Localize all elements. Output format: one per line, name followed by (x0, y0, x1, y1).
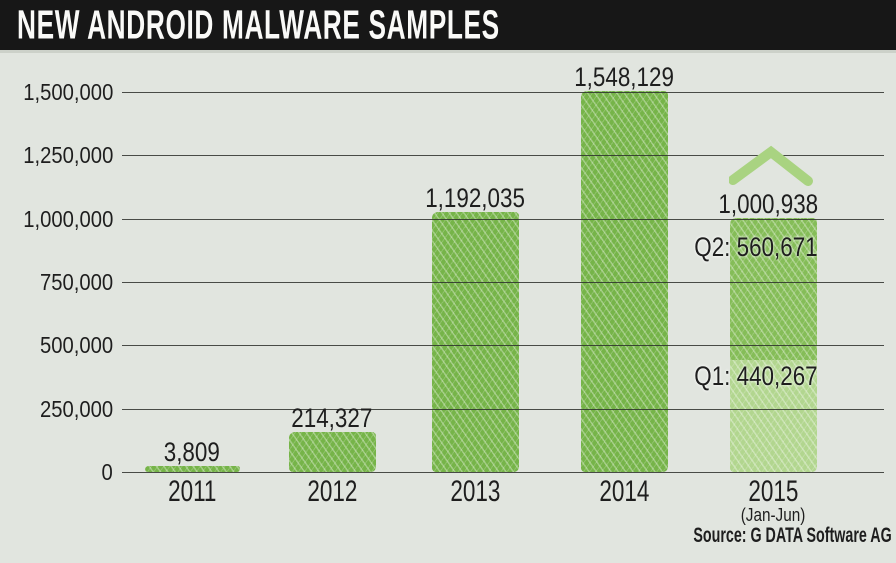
y-axis-tick-label: 1,250,000 (0, 142, 113, 168)
bar-value-label-2015: 1,000,938 (698, 190, 818, 218)
bar-value-label-2015-text: 1,000,938 (718, 189, 818, 219)
bar-2012 (288, 432, 376, 472)
x-axis-label-2012-text: 2012 (306, 475, 358, 508)
page-title: NEW ANDROID MALWARE SAMPLES (17, 1, 500, 48)
bar-value-label-2011: 3,809 (92, 438, 292, 466)
bar-value-label-2012: 214,327 (232, 404, 432, 432)
gridline-750000 (122, 281, 884, 283)
gridline-0 (122, 471, 884, 473)
gridline-250000 (122, 408, 884, 410)
bar-value-label-2013-text: 1,192,035 (425, 183, 525, 213)
y-axis-tick-label-text: 0 (101, 459, 113, 485)
chevron-up-icon (729, 145, 813, 186)
y-axis-tick-label-text: 1,500,000 (22, 79, 113, 105)
bar-2011 (144, 466, 240, 472)
bar-2015-segment-q2 (729, 218, 817, 360)
segment-label-q2: Q2: 560,671 (669, 233, 818, 261)
bar-2015 (729, 218, 817, 472)
x-axis-label-2012: 2012 (272, 477, 392, 507)
x-axis-label-2014: 2014 (564, 477, 684, 507)
segment-label-q1: Q1: 440,267 (669, 362, 818, 390)
y-axis-tick-label-text: 250,000 (39, 396, 113, 422)
x-axis-label-2011: 2011 (132, 477, 252, 507)
y-axis-tick-label: 500,000 (0, 332, 113, 358)
y-axis-tick-label: 750,000 (0, 269, 113, 295)
bar-value-label-2014: 1,548,129 (524, 63, 724, 91)
bar-value-label-2013: 1,192,035 (375, 184, 575, 212)
bar-2015-segment-q1 (729, 360, 817, 472)
gridline-1250000 (122, 154, 884, 156)
x-axis-label-2015-text: 2015 (747, 475, 799, 508)
y-axis-tick-label-text: 500,000 (39, 332, 113, 358)
bar-value-label-2012-text: 214,327 (291, 403, 373, 433)
y-axis-tick-label: 1,500,000 (0, 79, 113, 105)
y-axis-tick-label-text: 1,000,000 (22, 206, 113, 232)
source-note: Source: G DATA Software AG (693, 524, 892, 547)
segment-label-q2-text: Q2: 560,671 (694, 232, 818, 262)
segment-label-q1-text: Q1: 440,267 (694, 361, 818, 391)
bar-2013 (431, 212, 519, 472)
title-bar: NEW ANDROID MALWARE SAMPLES (0, 0, 896, 53)
x-axis-label-2011-text: 2011 (167, 475, 217, 508)
y-axis-tick-label-text: 1,250,000 (22, 142, 113, 168)
y-axis-tick-label: 0 (0, 459, 113, 485)
y-axis-tick-label: 1,000,000 (0, 206, 113, 232)
x-axis-sublabel-2015: (Jan-Jun) (713, 506, 833, 525)
y-axis-tick-label-text: 750,000 (39, 269, 113, 295)
x-axis-label-2013-text: 2013 (449, 475, 501, 508)
gridline-1500000 (122, 91, 884, 93)
x-axis-sublabel-2015-text: (Jan-Jun) (740, 505, 806, 525)
x-axis-label-2014-text: 2014 (598, 475, 650, 508)
x-axis-label-2013: 2013 (415, 477, 535, 507)
bar-value-label-2014-text: 1,548,129 (574, 62, 674, 92)
x-axis-label-2015: 2015 (713, 477, 833, 507)
gridline-1000000 (122, 218, 884, 220)
gridline-500000 (122, 344, 884, 346)
y-axis-tick-label: 250,000 (0, 396, 113, 422)
bar-value-label-2011-text: 3,809 (163, 437, 221, 467)
